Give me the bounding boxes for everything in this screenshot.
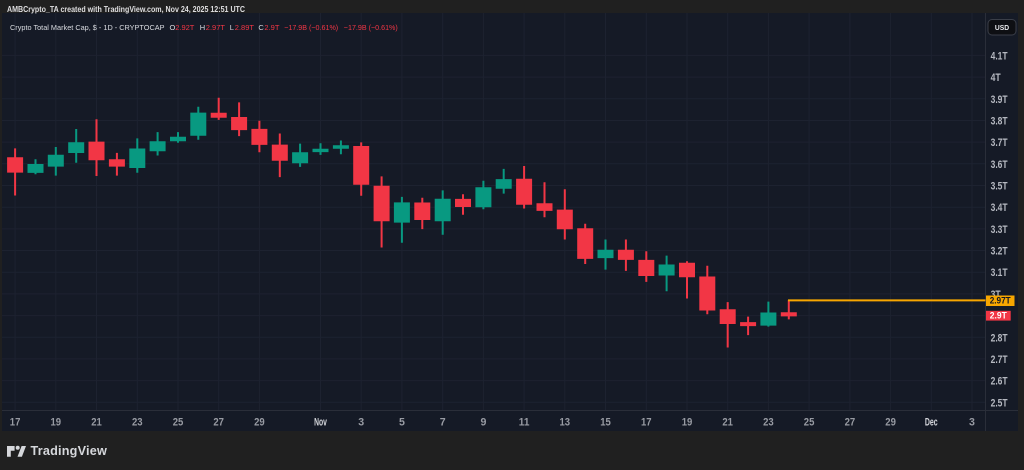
svg-text:27: 27 [213, 417, 224, 429]
svg-text:23: 23 [132, 417, 143, 429]
svg-text:25: 25 [804, 417, 815, 429]
svg-text:O: O [170, 23, 176, 32]
svg-text:3.5T: 3.5T [991, 181, 1008, 193]
svg-text:25: 25 [173, 417, 184, 429]
svg-text:C: C [258, 23, 264, 32]
svg-text:2.9T: 2.9T [990, 311, 1007, 321]
svg-text:21: 21 [722, 417, 733, 429]
svg-text:3T: 3T [991, 289, 1001, 301]
svg-text:29: 29 [885, 417, 896, 429]
svg-text:13: 13 [560, 417, 571, 429]
svg-text:19: 19 [682, 417, 693, 429]
svg-text:5: 5 [399, 417, 405, 429]
svg-text:15: 15 [600, 417, 611, 429]
svg-text:3.2T: 3.2T [991, 246, 1008, 258]
svg-text:USD: USD [995, 23, 1010, 32]
svg-text:2.97T: 2.97T [206, 23, 226, 32]
svg-text:3.9T: 3.9T [991, 94, 1008, 106]
svg-text:TradingView: TradingView [31, 443, 108, 458]
svg-text:2.6T: 2.6T [991, 376, 1008, 388]
svg-text:−17.9B (−0.61%): −17.9B (−0.61%) [284, 23, 338, 32]
svg-text:H: H [200, 23, 205, 32]
svg-text:2.7T: 2.7T [991, 354, 1008, 366]
svg-text:23: 23 [763, 417, 774, 429]
svg-text:3.1T: 3.1T [991, 267, 1008, 279]
svg-text:27: 27 [845, 417, 856, 429]
svg-text:4.1T: 4.1T [991, 50, 1008, 62]
svg-text:3.6T: 3.6T [991, 159, 1008, 171]
svg-text:2.5T: 2.5T [991, 397, 1008, 409]
svg-text:2.8T: 2.8T [991, 332, 1008, 344]
svg-text:21: 21 [91, 417, 102, 429]
svg-text:−17.9B (−0.61%): −17.9B (−0.61%) [344, 23, 398, 32]
svg-text:9: 9 [480, 417, 486, 429]
svg-text:17: 17 [641, 417, 652, 429]
svg-text:11: 11 [519, 417, 530, 429]
svg-text:L: L [230, 23, 234, 32]
svg-text:3.4T: 3.4T [991, 202, 1008, 214]
svg-text:19: 19 [51, 417, 62, 429]
svg-text:2.97T: 2.97T [990, 296, 1011, 306]
svg-text:Dec: Dec [925, 417, 938, 429]
svg-text:Nov: Nov [314, 417, 327, 429]
svg-text:2.9T: 2.9T [264, 23, 279, 32]
svg-text:AMBCrypto_TA created with Trad: AMBCrypto_TA created with TradingView.co… [7, 4, 245, 14]
svg-text:3.3T: 3.3T [991, 224, 1008, 236]
svg-text:2.92T: 2.92T [175, 23, 195, 32]
svg-text:3: 3 [358, 417, 364, 429]
svg-text:4T: 4T [991, 72, 1001, 84]
svg-text:3.8T: 3.8T [991, 116, 1008, 128]
svg-text:7: 7 [440, 417, 446, 429]
svg-text:3: 3 [969, 417, 975, 429]
svg-text:29: 29 [254, 417, 265, 429]
svg-text:17: 17 [10, 417, 21, 429]
svg-text:2.89T: 2.89T [235, 23, 255, 32]
svg-text:Crypto Total Market Cap, $ - 1: Crypto Total Market Cap, $ - 1D - CRYPTO… [10, 23, 165, 32]
svg-text:3.7T: 3.7T [991, 137, 1008, 149]
